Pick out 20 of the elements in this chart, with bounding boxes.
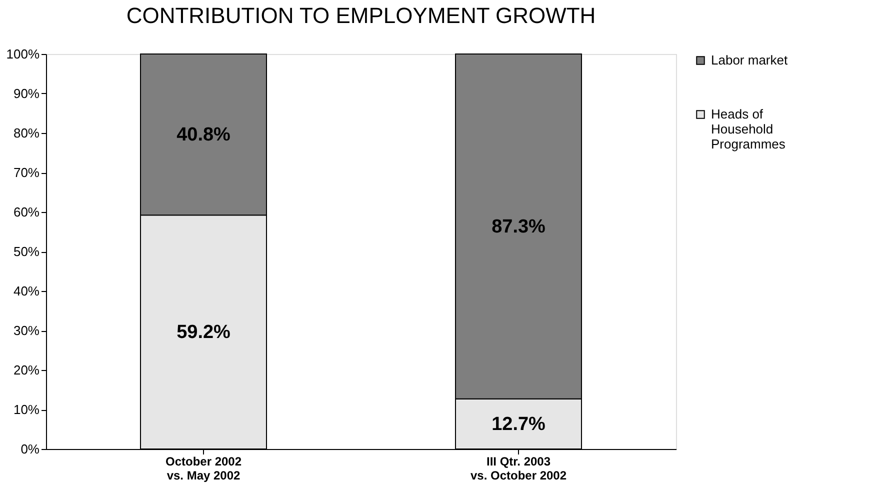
y-tick-label: 40% xyxy=(13,284,40,298)
y-tick-label: 70% xyxy=(13,165,40,180)
data-label: 12.7% xyxy=(492,414,546,435)
y-tick-label: 30% xyxy=(13,323,40,338)
y-tick-label: 0% xyxy=(20,442,40,456)
data-label: 59.2% xyxy=(176,322,231,344)
data-label: 87.3% xyxy=(492,216,546,238)
data-label: 40.8% xyxy=(176,124,231,146)
legend-label: Heads of Household Programmes xyxy=(711,106,786,152)
chart-title: CONTRIBUTION TO EMPLOYMENT GROWTH xyxy=(126,3,596,28)
x-tick-label: October 2002 vs. May 2002 xyxy=(165,454,242,482)
y-tick-label: 80% xyxy=(13,126,40,140)
legend-label: Labor market xyxy=(711,52,788,68)
y-tick-label: 10% xyxy=(13,402,40,417)
y-tick-label: 60% xyxy=(13,204,40,220)
y-tick-label: 50% xyxy=(13,244,40,259)
y-tick-label: 20% xyxy=(13,362,40,378)
y-tick-label: 90% xyxy=(13,86,40,101)
x-tick-label: III Qtr. 2003 vs. October 2002 xyxy=(470,454,567,482)
y-tick-label: 100% xyxy=(6,46,40,62)
